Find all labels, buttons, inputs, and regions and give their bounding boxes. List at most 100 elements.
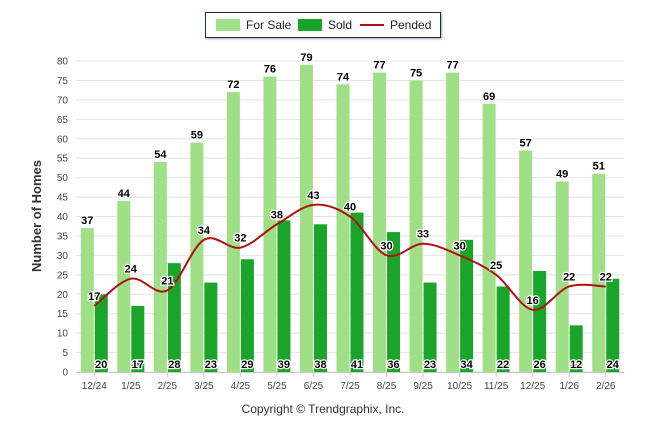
label-pended: 40 bbox=[344, 202, 356, 214]
x-tick-label: 7/25 bbox=[340, 381, 360, 392]
x-tick-label: 11/25 bbox=[484, 381, 509, 392]
label-sold: 41 bbox=[351, 359, 363, 371]
bar-for-sale bbox=[336, 84, 350, 372]
x-tick-label: 1/25 bbox=[121, 381, 141, 392]
label-for-sale: 59 bbox=[191, 130, 203, 142]
label-sold: 34 bbox=[460, 359, 473, 371]
bar-sold bbox=[313, 224, 327, 372]
x-tick-label: 9/25 bbox=[413, 381, 433, 392]
legend-label-pended: Pended bbox=[390, 18, 432, 32]
bar-sold bbox=[131, 305, 145, 372]
y-tick-label: 15 bbox=[57, 309, 69, 320]
y-tick-label: 20 bbox=[57, 290, 69, 301]
bar-for-sale bbox=[519, 150, 533, 372]
bar-sold bbox=[277, 220, 291, 372]
x-tick-label: 12/24 bbox=[82, 381, 107, 392]
label-sold: 23 bbox=[424, 359, 436, 371]
y-axis-ticks: 0 5 10 15 20 25 30 35 40 45 50 55 60 65 70 75 80 bbox=[57, 57, 69, 379]
bar-for-sale bbox=[446, 72, 460, 372]
bar-for-sale bbox=[482, 103, 496, 372]
y-tick-label: 0 bbox=[62, 368, 68, 379]
y-axis-label: Number of Homes bbox=[29, 160, 44, 272]
y-tick-label: 55 bbox=[57, 154, 69, 165]
y-tick-label: 45 bbox=[57, 193, 69, 204]
bar-sold bbox=[533, 270, 547, 372]
label-pended: 38 bbox=[271, 209, 283, 221]
label-sold: 38 bbox=[314, 359, 326, 371]
y-tick-label: 50 bbox=[57, 173, 69, 184]
bar-for-sale bbox=[555, 181, 569, 372]
bar-for-sale bbox=[80, 228, 94, 372]
bar-for-sale bbox=[592, 173, 606, 372]
label-sold: 29 bbox=[241, 359, 253, 371]
label-pended: 30 bbox=[380, 240, 392, 252]
bar-for-sale bbox=[409, 80, 423, 372]
label-pended: 17 bbox=[88, 291, 100, 303]
y-tick-label: 70 bbox=[57, 95, 69, 106]
bar-for-sale bbox=[373, 72, 387, 372]
legend-swatch-sold bbox=[298, 19, 322, 31]
bar-sold bbox=[569, 325, 583, 372]
bar-sold bbox=[204, 282, 218, 372]
x-tick-label: 8/25 bbox=[377, 381, 397, 392]
bar-for-sale bbox=[299, 64, 313, 372]
label-sold: 39 bbox=[278, 359, 290, 371]
label-pended: 33 bbox=[417, 229, 429, 241]
y-tick-label: 35 bbox=[57, 231, 69, 242]
label-sold: 20 bbox=[95, 359, 107, 371]
x-tick-label: 2/25 bbox=[158, 381, 178, 392]
label-pended: 34 bbox=[198, 225, 211, 237]
label-sold: 36 bbox=[387, 359, 399, 371]
bar-sold bbox=[387, 232, 401, 372]
label-for-sale: 54 bbox=[154, 149, 167, 161]
label-for-sale: 49 bbox=[556, 169, 568, 181]
label-sold: 23 bbox=[205, 359, 217, 371]
bar-sold bbox=[460, 239, 474, 372]
label-for-sale: 76 bbox=[264, 64, 276, 76]
label-pended: 22 bbox=[600, 271, 612, 283]
label-pended: 30 bbox=[453, 240, 465, 252]
x-tick-label: 10/25 bbox=[447, 381, 472, 392]
x-tick-label: 4/25 bbox=[231, 381, 251, 392]
label-sold: 12 bbox=[570, 359, 582, 371]
bar-sold bbox=[167, 263, 181, 372]
label-for-sale: 37 bbox=[81, 215, 93, 227]
x-tick-label: 3/25 bbox=[194, 381, 214, 392]
y-tick-label: 25 bbox=[57, 270, 69, 281]
y-tick-label: 10 bbox=[57, 329, 69, 340]
x-tick-label: 2/26 bbox=[596, 381, 616, 392]
label-sold: 24 bbox=[607, 359, 620, 371]
label-pended: 16 bbox=[527, 295, 539, 307]
label-for-sale: 51 bbox=[593, 161, 605, 173]
legend-label-for-sale: For Sale bbox=[246, 18, 292, 32]
bar-sold bbox=[606, 278, 620, 372]
x-tick-label: 6/25 bbox=[304, 381, 324, 392]
bar-sold bbox=[350, 212, 364, 372]
x-tick-label: 1/26 bbox=[559, 381, 579, 392]
bar-sold bbox=[496, 286, 510, 372]
x-tick-label: 5/25 bbox=[267, 381, 287, 392]
bar-for-sale bbox=[153, 162, 167, 372]
legend: For Sale Sold Pended bbox=[205, 12, 441, 38]
legend-swatch-pended bbox=[360, 24, 384, 26]
x-axis-ticks: 12/24 1/25 2/25 3/25 4/25 5/25 6/25 7/25 8/25 9/2… bbox=[82, 372, 616, 392]
bar-for-sale bbox=[263, 76, 277, 373]
label-for-sale: 77 bbox=[446, 60, 458, 72]
bar-for-sale bbox=[226, 92, 240, 372]
label-pended: 22 bbox=[563, 271, 575, 283]
label-pended: 24 bbox=[125, 264, 138, 276]
label-for-sale: 44 bbox=[118, 188, 131, 200]
y-tick-label: 80 bbox=[57, 57, 69, 68]
y-tick-label: 40 bbox=[57, 212, 69, 223]
legend-label-sold: Sold bbox=[328, 18, 353, 32]
bar-for-sale bbox=[190, 142, 204, 372]
label-pended: 21 bbox=[161, 275, 173, 287]
y-tick-label: 5 bbox=[62, 348, 68, 359]
label-pended: 32 bbox=[234, 233, 246, 245]
label-sold: 26 bbox=[534, 359, 546, 371]
label-pended: 43 bbox=[307, 190, 319, 202]
label-for-sale: 77 bbox=[373, 60, 385, 72]
label-for-sale: 79 bbox=[300, 52, 312, 64]
bar-for-sale bbox=[117, 200, 131, 372]
